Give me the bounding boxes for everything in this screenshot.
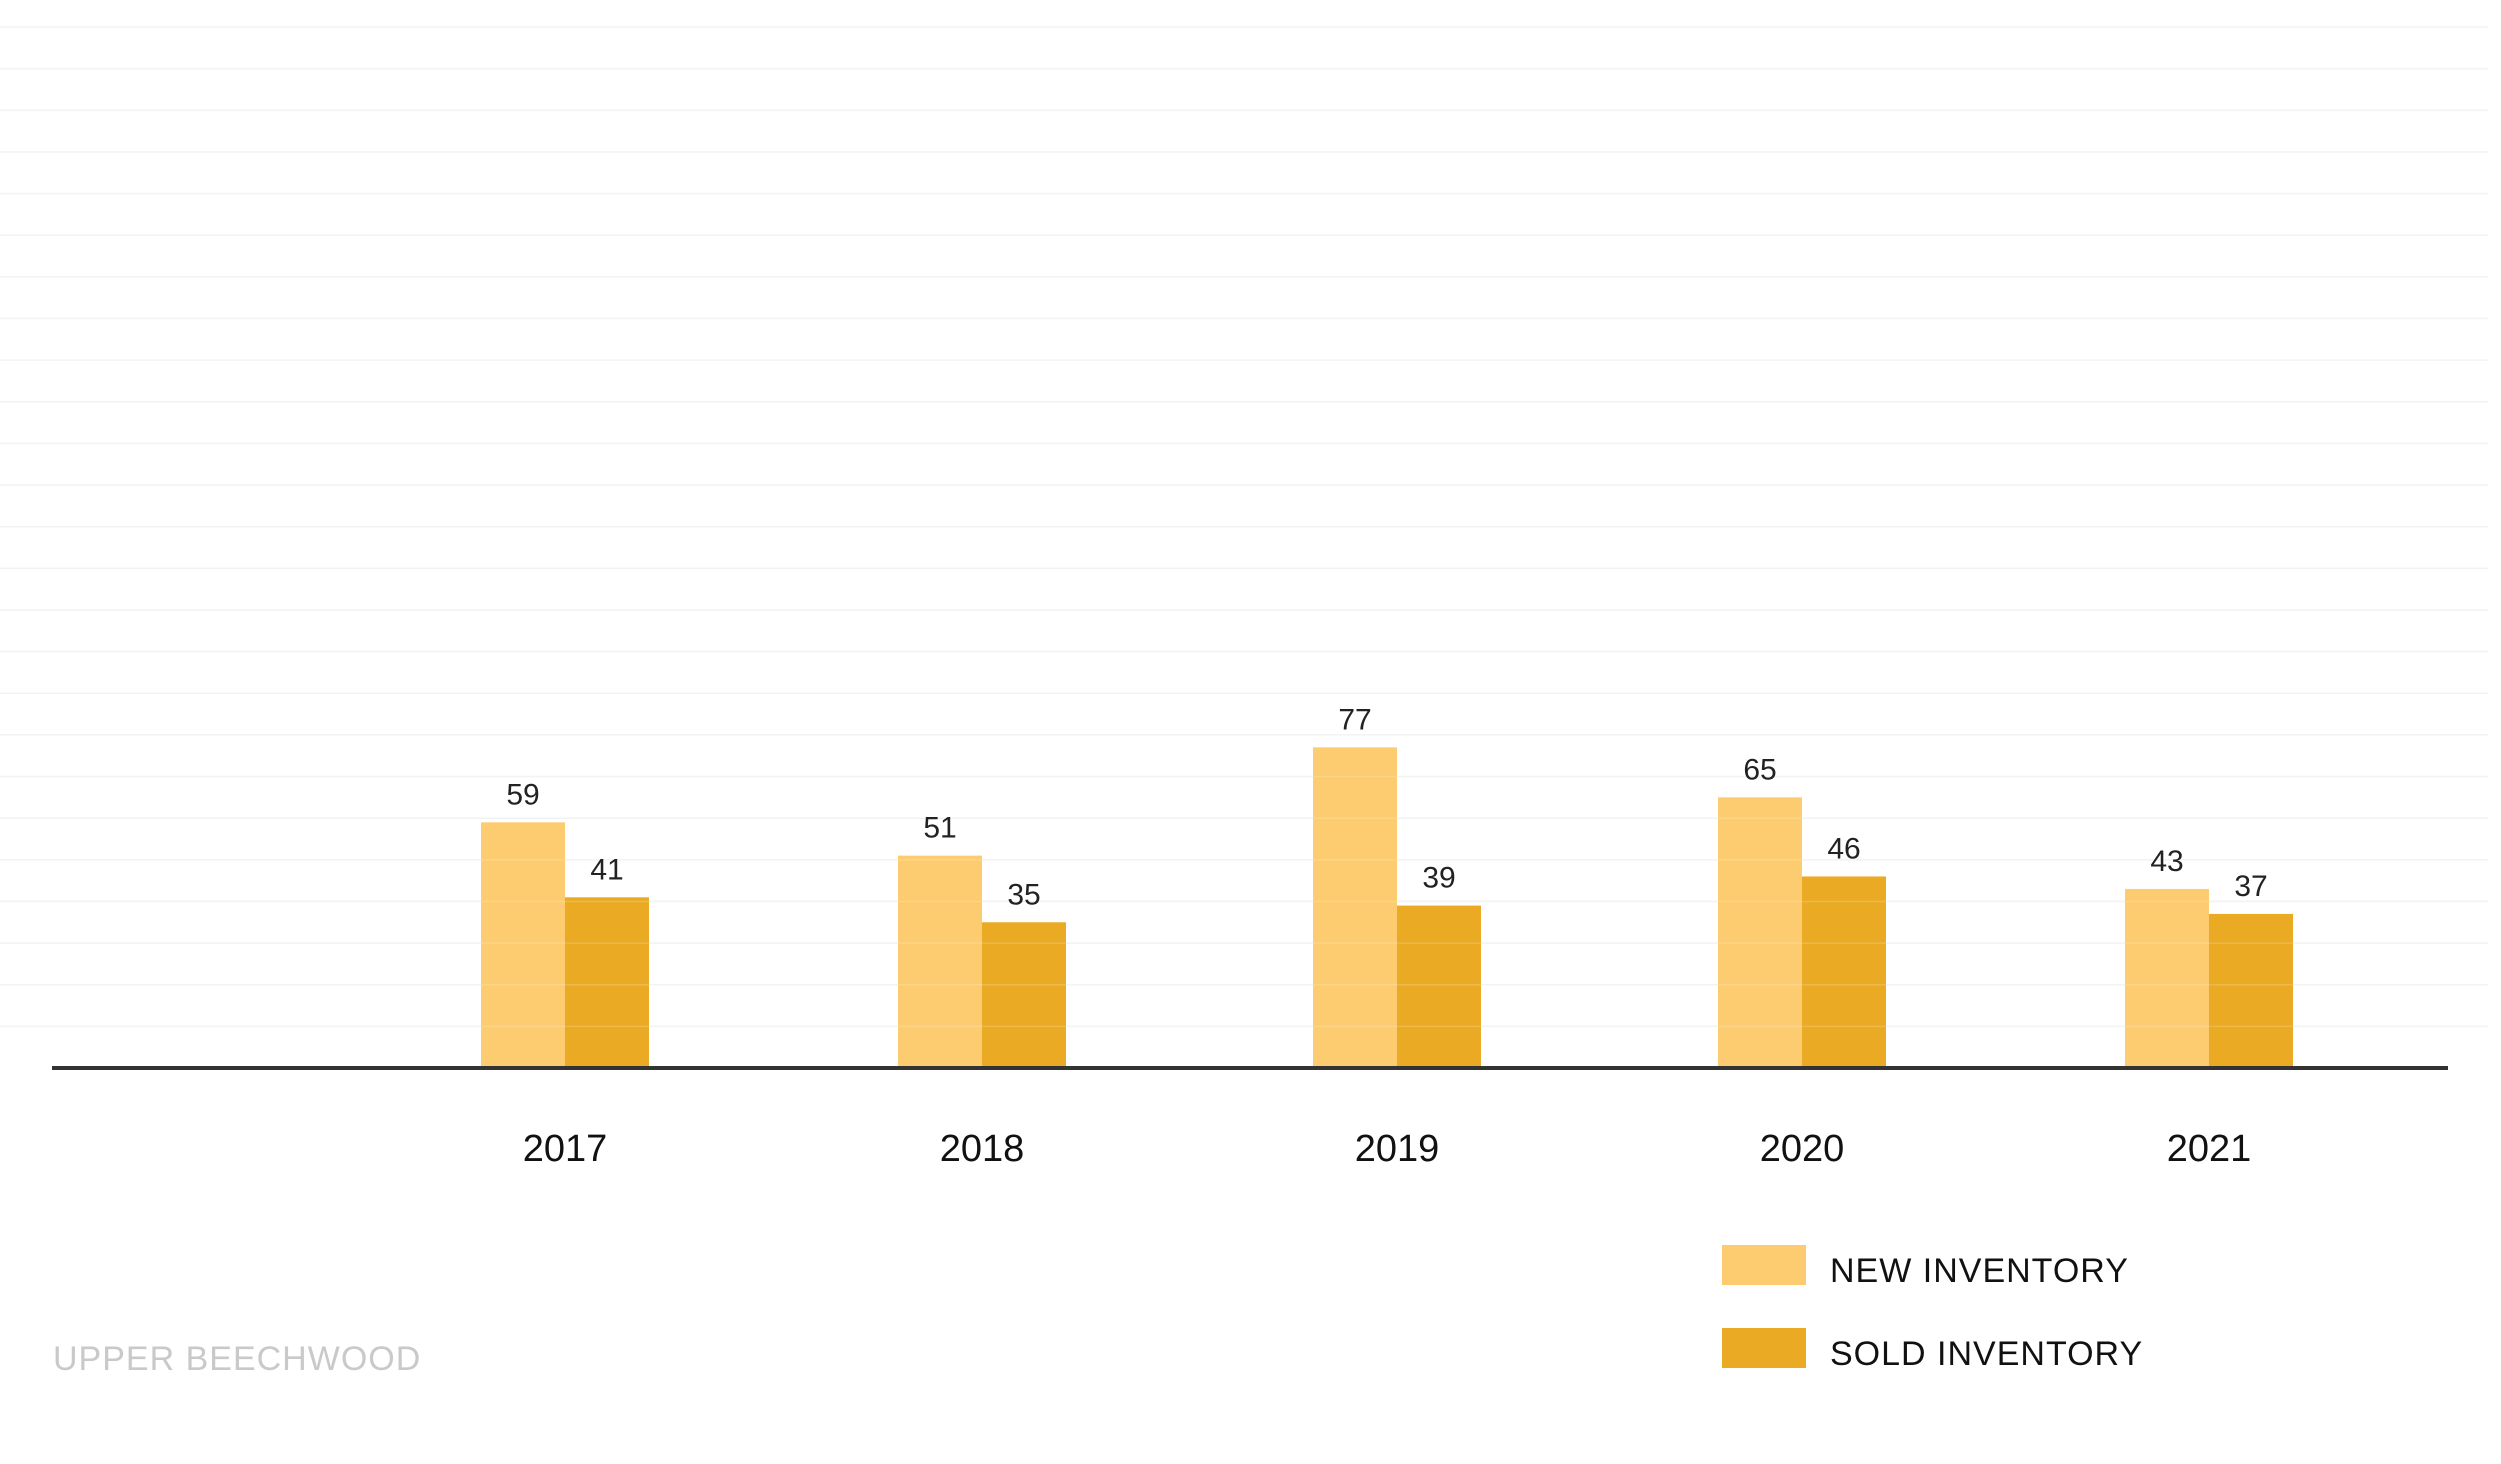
- bars: [481, 747, 2293, 1068]
- data-label-sold-2017: 41: [590, 853, 623, 886]
- footer-label: UPPER BEECHWOOD: [53, 1340, 421, 1378]
- bar-sold-inventory-2020: [1802, 876, 1886, 1068]
- data-label-sold-2021: 37: [2234, 870, 2267, 903]
- data-label-sold-2018: 35: [1007, 878, 1040, 911]
- data-label-sold-2020: 46: [1827, 832, 1860, 865]
- x-tick-label-2019: 2019: [1355, 1128, 1440, 1170]
- data-label-sold-2019: 39: [1422, 862, 1455, 895]
- x-tick-label-2017: 2017: [523, 1128, 608, 1170]
- bar-new-inventory-2017: [481, 822, 565, 1068]
- bar-new-inventory-2019: [1313, 747, 1397, 1068]
- bar-new-inventory-2018: [898, 855, 982, 1068]
- legend: NEW INVENTORY SOLD INVENTORY: [1722, 1245, 2143, 1373]
- legend-swatch-sold-inventory: [1722, 1328, 1806, 1368]
- bar-sold-inventory-2021: [2209, 913, 2293, 1068]
- bar-sold-inventory-2019: [1397, 905, 1481, 1068]
- legend-swatch-new-inventory: [1722, 1245, 1806, 1285]
- x-tick-label-2018: 2018: [940, 1128, 1025, 1170]
- data-labels: 59 41 51 35 77 39 65 46 43 37: [506, 703, 2267, 911]
- bar-sold-inventory-2017: [565, 897, 649, 1068]
- data-label-new-2019: 77: [1338, 703, 1371, 736]
- bar-new-inventory-2020: [1718, 797, 1802, 1068]
- bar-sold-inventory-2018: [982, 922, 1066, 1068]
- data-label-new-2018: 51: [923, 812, 956, 845]
- data-label-new-2020: 65: [1743, 753, 1776, 786]
- data-label-new-2017: 59: [506, 778, 539, 811]
- bar-new-inventory-2021: [2125, 888, 2209, 1068]
- legend-label-sold-inventory: SOLD INVENTORY: [1830, 1335, 2143, 1373]
- gridlines: [0, 26, 2488, 1028]
- legend-label-new-inventory: NEW INVENTORY: [1830, 1252, 2129, 1290]
- x-axis-ticks: 2017 2018 2019 2020 2021: [523, 1128, 2252, 1170]
- x-tick-label-2020: 2020: [1760, 1128, 1845, 1170]
- x-tick-label-2021: 2021: [2167, 1128, 2252, 1170]
- data-label-new-2021: 43: [2150, 845, 2183, 878]
